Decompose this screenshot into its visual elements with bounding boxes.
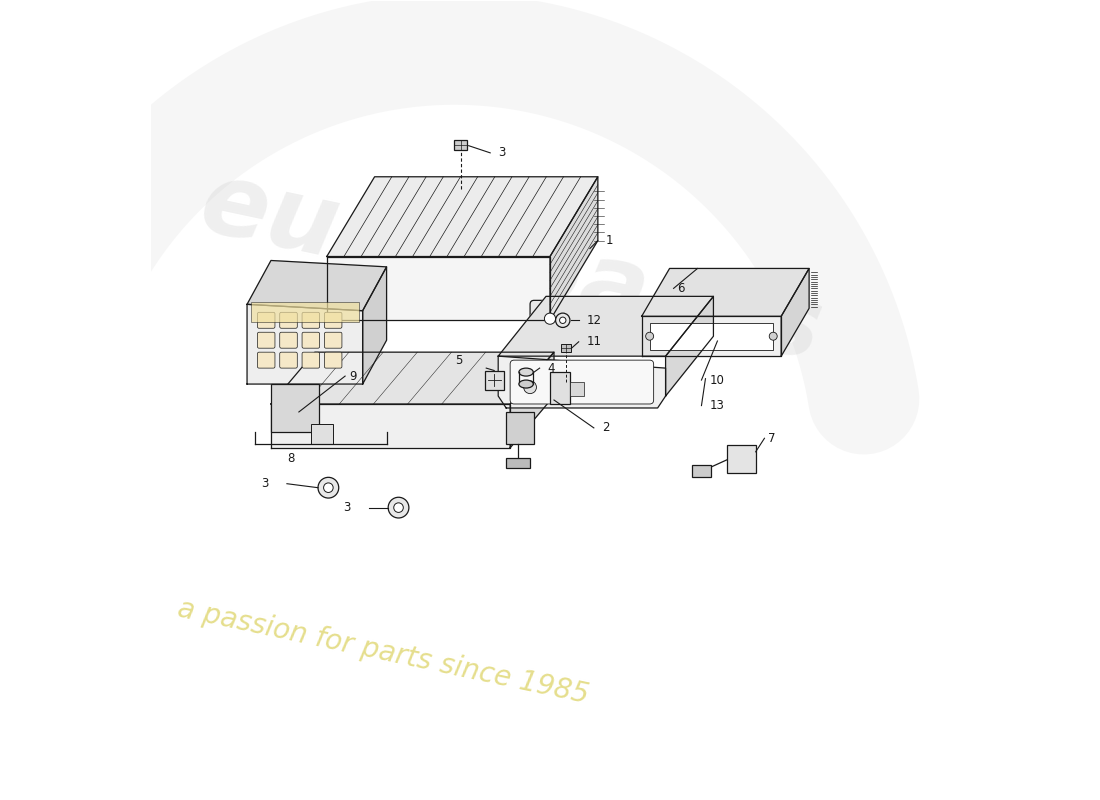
Ellipse shape bbox=[519, 368, 534, 376]
Circle shape bbox=[394, 503, 404, 513]
Polygon shape bbox=[248, 304, 363, 384]
Text: 11: 11 bbox=[586, 335, 602, 348]
Polygon shape bbox=[510, 352, 554, 448]
Polygon shape bbox=[498, 296, 714, 356]
FancyBboxPatch shape bbox=[251, 302, 359, 322]
FancyBboxPatch shape bbox=[550, 372, 570, 404]
Circle shape bbox=[388, 498, 409, 518]
Text: 3: 3 bbox=[343, 501, 351, 514]
Polygon shape bbox=[781, 269, 810, 356]
Text: 3: 3 bbox=[498, 146, 506, 159]
Polygon shape bbox=[363, 267, 386, 384]
Polygon shape bbox=[641, 269, 810, 316]
Text: eurospares: eurospares bbox=[191, 154, 830, 381]
FancyBboxPatch shape bbox=[570, 382, 584, 396]
Polygon shape bbox=[666, 296, 714, 396]
Circle shape bbox=[560, 317, 565, 323]
FancyBboxPatch shape bbox=[530, 300, 570, 336]
Circle shape bbox=[544, 313, 556, 324]
FancyBboxPatch shape bbox=[257, 332, 275, 348]
FancyBboxPatch shape bbox=[257, 352, 275, 368]
Polygon shape bbox=[498, 356, 666, 408]
FancyBboxPatch shape bbox=[279, 312, 297, 328]
Text: 8: 8 bbox=[287, 452, 295, 465]
Circle shape bbox=[323, 483, 333, 493]
FancyBboxPatch shape bbox=[324, 332, 342, 348]
Text: 3: 3 bbox=[261, 478, 268, 490]
Polygon shape bbox=[327, 177, 597, 257]
Polygon shape bbox=[271, 352, 554, 404]
Text: 1: 1 bbox=[606, 234, 614, 247]
FancyBboxPatch shape bbox=[315, 300, 354, 336]
Circle shape bbox=[318, 478, 339, 498]
FancyBboxPatch shape bbox=[506, 412, 535, 444]
FancyBboxPatch shape bbox=[279, 352, 297, 368]
FancyBboxPatch shape bbox=[324, 352, 342, 368]
FancyBboxPatch shape bbox=[650, 322, 773, 350]
FancyBboxPatch shape bbox=[302, 312, 320, 328]
Text: 7: 7 bbox=[769, 432, 776, 445]
FancyBboxPatch shape bbox=[485, 370, 504, 390]
Polygon shape bbox=[327, 257, 550, 320]
Text: 13: 13 bbox=[710, 399, 724, 412]
FancyBboxPatch shape bbox=[454, 140, 467, 150]
FancyBboxPatch shape bbox=[279, 332, 297, 348]
Circle shape bbox=[329, 313, 340, 324]
Polygon shape bbox=[641, 316, 781, 356]
Polygon shape bbox=[248, 261, 386, 310]
Text: 5: 5 bbox=[455, 354, 462, 366]
FancyBboxPatch shape bbox=[257, 312, 275, 328]
FancyBboxPatch shape bbox=[302, 352, 320, 368]
Text: 6: 6 bbox=[678, 282, 685, 295]
FancyBboxPatch shape bbox=[561, 344, 571, 352]
Ellipse shape bbox=[519, 380, 534, 388]
Circle shape bbox=[646, 332, 653, 340]
Text: 10: 10 bbox=[710, 374, 724, 386]
Circle shape bbox=[524, 381, 537, 394]
Circle shape bbox=[769, 332, 778, 340]
FancyBboxPatch shape bbox=[302, 332, 320, 348]
FancyBboxPatch shape bbox=[271, 384, 319, 432]
Polygon shape bbox=[550, 177, 597, 320]
FancyBboxPatch shape bbox=[324, 312, 342, 328]
Text: 4: 4 bbox=[548, 362, 556, 374]
Polygon shape bbox=[271, 404, 510, 448]
Text: 2: 2 bbox=[602, 422, 609, 434]
Text: 12: 12 bbox=[586, 314, 602, 326]
Circle shape bbox=[556, 313, 570, 327]
FancyBboxPatch shape bbox=[727, 446, 756, 473]
FancyBboxPatch shape bbox=[506, 458, 530, 468]
FancyBboxPatch shape bbox=[692, 465, 711, 478]
Text: a passion for parts since 1985: a passion for parts since 1985 bbox=[175, 594, 592, 709]
Text: 9: 9 bbox=[349, 370, 356, 382]
FancyBboxPatch shape bbox=[311, 424, 333, 444]
FancyBboxPatch shape bbox=[510, 360, 653, 404]
